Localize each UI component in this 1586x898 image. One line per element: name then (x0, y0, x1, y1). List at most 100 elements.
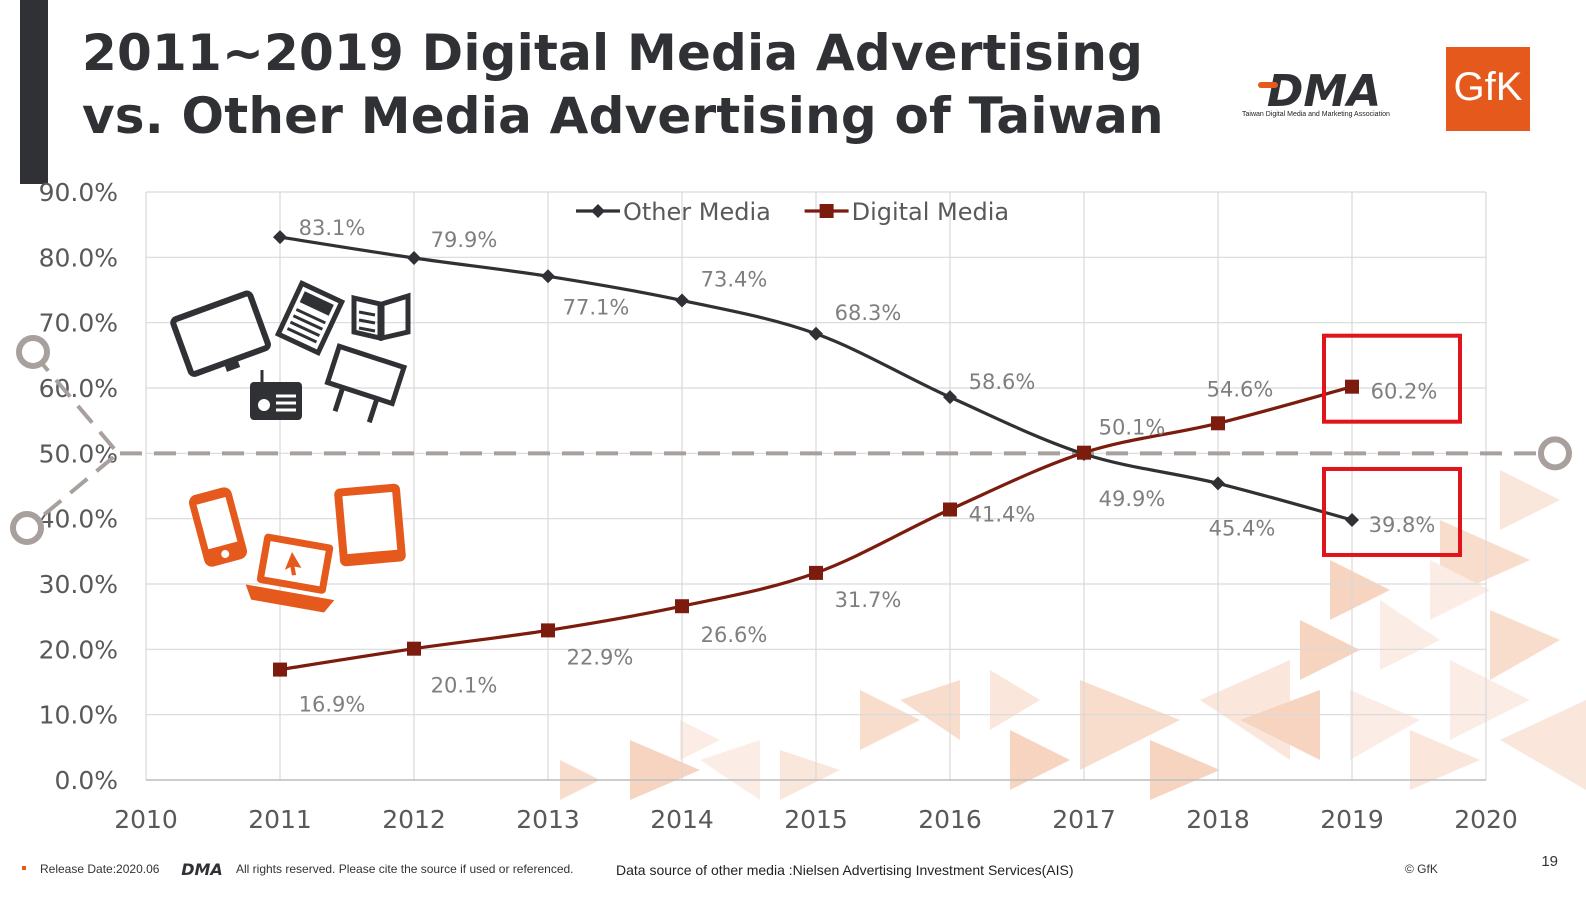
newspaper-body (274, 280, 346, 356)
y-tick-label: 10.0% (39, 701, 118, 730)
marker-other-media (1211, 476, 1225, 491)
billboard-board (324, 343, 408, 407)
y-tick-label: 20.0% (39, 635, 118, 664)
y-tick-label: 60.0% (39, 374, 118, 403)
data-label-other-media: 77.1% (563, 295, 630, 319)
data-label-digital-media: 16.9% (299, 693, 366, 717)
newspaper-header (299, 291, 334, 316)
marker-digital-media (943, 502, 957, 517)
radio-body (250, 382, 302, 420)
connector-circle-right (1538, 436, 1572, 471)
tv-stand (224, 359, 241, 372)
decorative-triangle (1500, 470, 1560, 530)
x-tick-label: 2010 (114, 805, 178, 834)
x-tick-label: 2012 (382, 805, 446, 834)
decorative-triangle (1200, 660, 1290, 760)
footer-bullet (22, 866, 26, 870)
marker-digital-media (809, 565, 823, 580)
x-tick-label: 2018 (1186, 805, 1250, 834)
decorative-triangle (780, 750, 840, 800)
laptop-base (245, 584, 335, 613)
magazine-icon (351, 292, 411, 342)
data-label-digital-media: 22.9% (567, 645, 634, 669)
smartphone-screen (196, 497, 238, 550)
marker-other-media (541, 269, 555, 284)
marker-other-media (407, 250, 421, 265)
reference-connector (26, 352, 121, 530)
magazine-line (358, 326, 376, 333)
footer-copyright: © GfK (1405, 862, 1438, 876)
title-line-1: 2011~2019 Digital Media Advertising (82, 24, 1144, 82)
data-label-other-media: 79.9% (431, 228, 498, 252)
newspaper-line (286, 327, 318, 344)
data-label-other-media: 73.4% (701, 267, 768, 291)
data-label-digital-media: 26.6% (701, 623, 768, 647)
magazine-pages (351, 292, 411, 342)
marker-other-media (675, 293, 689, 308)
decorative-triangle (1300, 620, 1360, 680)
data-label-digital-media: 54.6% (1207, 377, 1274, 401)
newspaper-line (289, 320, 321, 337)
marker-other-media (273, 230, 287, 245)
dma-logo-text: DMA (1267, 66, 1381, 110)
title-line-2: vs. Other Media Advertising of Taiwan (82, 87, 1164, 145)
tablet-screen (342, 491, 398, 555)
digital-media-icons (188, 483, 406, 613)
data-label-digital-media: 41.4% (969, 503, 1036, 527)
magazine-line (358, 310, 376, 317)
marker-other-media (943, 390, 957, 405)
data-label-other-media: 39.8% (1369, 513, 1436, 537)
newspaper-line (295, 308, 326, 325)
dma-logo: DMA Taiwan Digital Media and Marketing A… (1232, 66, 1417, 122)
decorative-triangle (1410, 730, 1480, 790)
footer-release-date: Release Date:2020.06 (40, 862, 160, 876)
marker-other-media (1345, 512, 1359, 527)
x-tick-label: 2017 (1052, 805, 1116, 834)
billboard-leg-left (332, 386, 346, 412)
y-tick-label: 30.0% (39, 570, 118, 599)
decorative-triangle (630, 740, 700, 800)
marker-digital-media (1345, 379, 1359, 394)
footer-dma-logo-text: DMA (181, 860, 223, 878)
decorative-triangles (560, 470, 1586, 800)
data-label-other-media: 58.6% (969, 370, 1036, 394)
x-tick-label: 2015 (784, 805, 848, 834)
footer-rights: All rights reserved. Please cite the sou… (236, 862, 574, 876)
x-tick-label: 2020 (1454, 805, 1518, 834)
newspaper-icon (274, 280, 346, 356)
y-tick-label: 70.0% (39, 309, 118, 338)
gfk-logo-text: GfK (1453, 65, 1523, 109)
x-tick-label: 2013 (516, 805, 580, 834)
radio-icon (250, 370, 302, 420)
data-label-digital-media: 31.7% (835, 588, 902, 612)
marker-digital-media (1211, 416, 1225, 431)
footer-data-source: Data source of other media :Nielsen Adve… (616, 862, 1074, 878)
data-label-other-media: 83.1% (299, 216, 366, 240)
y-tick-label: 90.0% (39, 178, 118, 207)
decorative-triangle (700, 740, 760, 800)
decorative-triangle (1150, 740, 1220, 800)
footer-dma-logo: DMA (181, 860, 223, 878)
dma-logo-mark: DMA (1258, 66, 1381, 117)
data-label-other-media: 45.4% (1209, 516, 1276, 540)
traditional-media-icons (170, 280, 411, 424)
connector-circle-top (16, 335, 50, 369)
radio-knob (258, 399, 270, 411)
smartphone-icon (188, 487, 248, 567)
laptop-icon (245, 533, 335, 613)
decorative-triangle (1500, 700, 1586, 790)
gfk-logo: GfK (1446, 47, 1530, 131)
data-label-other-media: 49.9% (1099, 487, 1166, 511)
data-label-other-media: 68.3% (835, 301, 902, 325)
tv-screen (170, 290, 271, 377)
decorative-triangle (1490, 610, 1560, 680)
decorative-triangle (1330, 560, 1390, 620)
marker-other-media (809, 326, 823, 341)
page-number: 19 (1541, 853, 1558, 870)
decorative-triangle (990, 670, 1040, 730)
billboard-icon (324, 343, 408, 424)
x-tick-label: 2016 (918, 805, 982, 834)
tablet-icon (334, 483, 406, 567)
newspaper-line (292, 314, 324, 331)
